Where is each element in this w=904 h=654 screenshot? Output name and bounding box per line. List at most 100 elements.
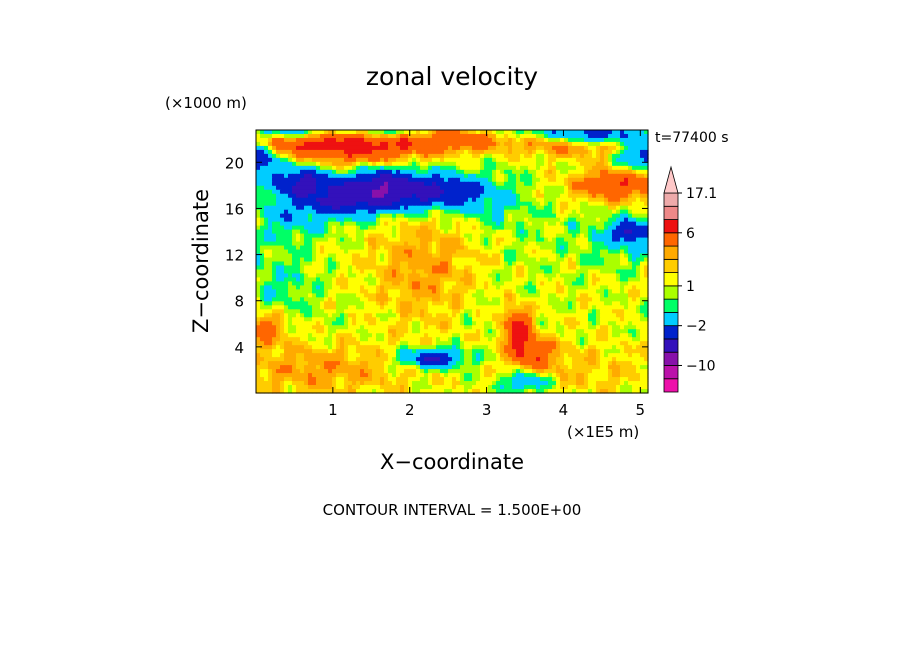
field-cell: [352, 245, 357, 251]
field-cell: [332, 133, 337, 139]
field-cell: [304, 273, 309, 279]
field-cell: [376, 313, 381, 318]
field-cell: [512, 317, 517, 322]
field-cell: [564, 245, 569, 251]
field-cell: [592, 253, 597, 259]
field-cell: [268, 137, 273, 143]
field-cell: [592, 209, 597, 215]
field-cell: [288, 329, 293, 334]
field-cell: [472, 305, 477, 310]
field-cell: [408, 241, 413, 247]
field-cell: [288, 269, 293, 275]
field-cell: [476, 309, 481, 314]
field-cell: [536, 173, 541, 179]
field-cell: [336, 297, 341, 302]
field-cell: [532, 153, 537, 159]
field-cell: [564, 193, 569, 199]
field-cell: [544, 309, 549, 314]
field-cell: [292, 137, 297, 143]
field-cell: [548, 201, 553, 207]
field-cell: [312, 225, 317, 231]
field-cell: [268, 293, 273, 298]
field-cell: [460, 245, 465, 251]
field-cell: [632, 237, 637, 243]
field-cell: [532, 253, 537, 259]
field-cell: [520, 217, 525, 223]
field-cell: [536, 241, 541, 247]
field-cell: [544, 169, 549, 175]
field-cell: [432, 221, 437, 227]
field-cell: [328, 205, 333, 211]
field-cell: [476, 205, 481, 211]
field-cell: [632, 233, 637, 239]
field-cell: [600, 133, 605, 139]
field-cell: [564, 181, 569, 187]
field-cell: [428, 253, 433, 259]
field-cell: [272, 261, 277, 267]
field-cell: [528, 245, 533, 251]
field-cell: [440, 241, 445, 247]
field-cell: [384, 285, 389, 290]
field-cell: [448, 149, 453, 155]
field-cell: [464, 301, 469, 306]
field-cell: [504, 173, 509, 179]
field-cell: [404, 157, 409, 163]
field-cell: [324, 165, 329, 171]
field-cell: [348, 149, 353, 155]
field-cell: [460, 153, 465, 159]
field-cell: [552, 277, 557, 283]
field-cell: [524, 149, 529, 155]
field-cell: [560, 161, 565, 167]
field-cell: [448, 261, 453, 267]
field-cell: [360, 137, 365, 143]
field-cell: [432, 293, 437, 298]
field-cell: [636, 173, 641, 179]
field-cell: [260, 285, 265, 290]
field-cell: [356, 213, 361, 219]
field-cell: [548, 317, 553, 322]
field-cell: [340, 273, 345, 279]
field-cell: [264, 173, 269, 179]
field-cell: [332, 237, 337, 243]
field-cell: [608, 257, 613, 263]
field-cell: [548, 153, 553, 159]
field-cell: [440, 293, 445, 298]
field-cell: [496, 141, 501, 147]
field-cell: [536, 133, 541, 139]
field-cell: [624, 305, 629, 310]
field-cell: [416, 281, 421, 286]
field-cell: [432, 201, 437, 207]
field-cell: [448, 297, 453, 302]
field-cell: [584, 225, 589, 231]
field-cell: [428, 301, 433, 306]
field-cell: [400, 141, 405, 147]
field-cell: [564, 233, 569, 239]
field-cell: [636, 130, 641, 135]
field-cell: [352, 265, 357, 271]
field-cell: [592, 157, 597, 163]
field-cell: [376, 165, 381, 171]
field-cell: [444, 177, 449, 183]
field-cell: [448, 289, 453, 294]
field-cell: [276, 245, 281, 251]
field-cell: [636, 249, 641, 255]
field-cell: [552, 285, 557, 290]
field-cell: [452, 305, 457, 310]
field-cell: [328, 201, 333, 207]
field-cell: [488, 201, 493, 207]
field-cell: [276, 281, 281, 286]
field-cell: [312, 301, 317, 306]
field-cell: [308, 293, 313, 298]
field-cell: [548, 130, 553, 135]
field-cell: [264, 301, 269, 306]
field-cell: [336, 269, 341, 275]
field-cell: [572, 185, 577, 191]
field-cell: [388, 329, 393, 334]
field-cell: [420, 269, 425, 275]
field-cell: [400, 225, 405, 231]
field-cell: [568, 297, 573, 302]
field-cell: [328, 213, 333, 219]
field-cell: [372, 221, 377, 227]
field-cell: [260, 269, 265, 275]
field-cell: [624, 165, 629, 171]
